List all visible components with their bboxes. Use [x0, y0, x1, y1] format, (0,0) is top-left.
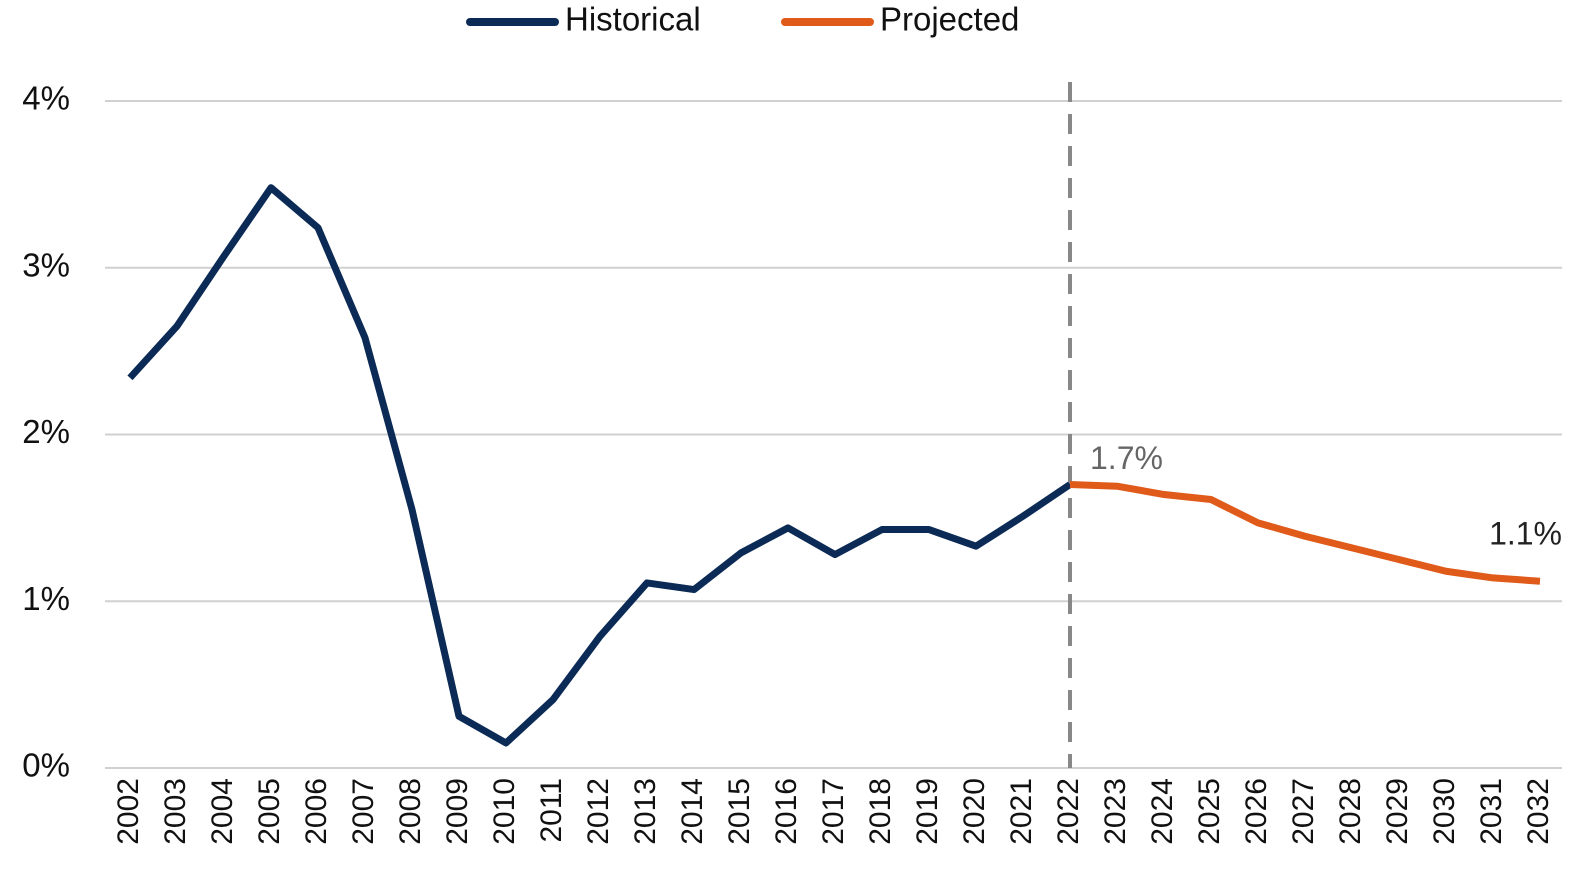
- x-tick-label: 2024: [1146, 778, 1179, 845]
- y-tick-label: 0%: [22, 747, 70, 784]
- x-tick-label: 2025: [1193, 778, 1226, 845]
- x-tick-label: 2009: [441, 778, 474, 845]
- x-tick-label: 2022: [1052, 778, 1085, 845]
- y-tick-label: 1%: [22, 580, 70, 617]
- x-tick-label: 2028: [1334, 778, 1367, 845]
- x-tick-label: 2016: [770, 778, 803, 845]
- y-tick-label: 3%: [22, 246, 70, 283]
- x-tick-label: 2019: [911, 778, 944, 845]
- legend-label: Historical: [565, 1, 701, 38]
- x-tick-label: 2011: [535, 778, 568, 843]
- x-tick-label: 2014: [676, 778, 709, 845]
- x-tick-label: 2006: [300, 778, 333, 845]
- series-line: [1069, 481, 1541, 585]
- x-tick-label: 2021: [1005, 778, 1038, 845]
- x-tick-label: 2007: [347, 778, 380, 845]
- x-tick-label: 2010: [488, 778, 521, 845]
- y-tick-label: 4%: [22, 80, 70, 117]
- x-tick-label: 2015: [723, 778, 756, 845]
- value-label: 1.7%: [1090, 440, 1163, 476]
- series-line: [127, 184, 1072, 747]
- x-tick-label: 2005: [253, 778, 286, 845]
- x-tick-label: 2008: [394, 778, 427, 845]
- x-tick-label: 2026: [1240, 778, 1273, 845]
- x-tick-label: 2031: [1475, 778, 1508, 845]
- x-tick-label: 2030: [1428, 778, 1461, 845]
- x-tick-label: 2004: [206, 778, 239, 845]
- x-tick-label: 2027: [1287, 778, 1320, 845]
- y-tick-label: 2%: [22, 413, 70, 450]
- x-tick-label: 2032: [1522, 778, 1555, 845]
- value-label: 1.1%: [1489, 516, 1562, 552]
- x-tick-label: 2018: [864, 778, 897, 845]
- x-tick-label: 2002: [112, 778, 145, 845]
- x-tick-label: 2013: [629, 778, 662, 845]
- x-tick-label: 2029: [1381, 778, 1414, 845]
- x-tick-label: 2017: [817, 778, 850, 845]
- x-tick-label: 2023: [1099, 778, 1132, 845]
- legend-label: Projected: [880, 1, 1019, 38]
- x-tick-label: 2020: [958, 778, 991, 845]
- x-tick-label: 2003: [159, 778, 192, 845]
- x-tick-label: 2012: [582, 778, 615, 845]
